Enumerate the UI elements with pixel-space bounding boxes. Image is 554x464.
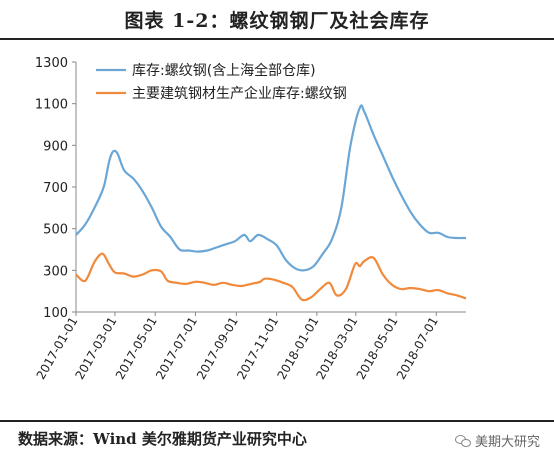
inventory-line-chart: 100300500700900110013002017-01-012017-03… bbox=[34, 56, 467, 382]
x-tick-label: 2017-09-01 bbox=[194, 315, 241, 382]
watermark-text: 美期大研究 bbox=[474, 435, 540, 450]
source-rule bbox=[0, 420, 554, 422]
series-line-1 bbox=[75, 104, 467, 272]
chart-title: 图表 1-2：螺纹钢钢厂及社会库存 bbox=[124, 10, 430, 32]
x-tick-label: 2017-03-01 bbox=[73, 315, 120, 382]
x-tick-label: 2017-07-01 bbox=[153, 315, 200, 382]
x-tick-label: 2017-05-01 bbox=[113, 315, 160, 382]
chart-series bbox=[75, 104, 467, 302]
y-tick-label: 300 bbox=[43, 264, 68, 279]
title-rule bbox=[0, 38, 554, 40]
x-tick-label: 2018-03-01 bbox=[313, 315, 360, 382]
y-tick-label: 1100 bbox=[35, 98, 68, 113]
chart-legend: 库存:螺纹钢(含上海全部仓库) 主要建筑钢材生产企业库存:螺纹钢 bbox=[96, 62, 347, 102]
legend-label-2: 主要建筑钢材生产企业库存:螺纹钢 bbox=[132, 85, 347, 102]
y-tick-label: 900 bbox=[43, 139, 68, 154]
legend-label-1: 库存:螺纹钢(含上海全部仓库) bbox=[132, 62, 316, 79]
y-tick-label: 500 bbox=[43, 223, 68, 238]
y-tick-label: 1300 bbox=[35, 56, 68, 71]
y-tick-label: 700 bbox=[43, 181, 68, 196]
chart-axes: 100300500700900110013002017-01-012017-03… bbox=[34, 56, 466, 382]
x-tick-label: 2017-11-01 bbox=[234, 315, 281, 382]
x-tick-label: 2018-07-01 bbox=[394, 315, 441, 382]
wechat-icon bbox=[454, 434, 471, 447]
watermark: 美期大研究 bbox=[454, 431, 540, 450]
x-tick-label: 2018-05-01 bbox=[354, 315, 401, 382]
y-tick-label: 100 bbox=[43, 306, 68, 321]
series-line-2 bbox=[75, 252, 467, 302]
source-note: 数据来源：Wind 美尔雅期货产业研究中心 bbox=[18, 430, 307, 448]
